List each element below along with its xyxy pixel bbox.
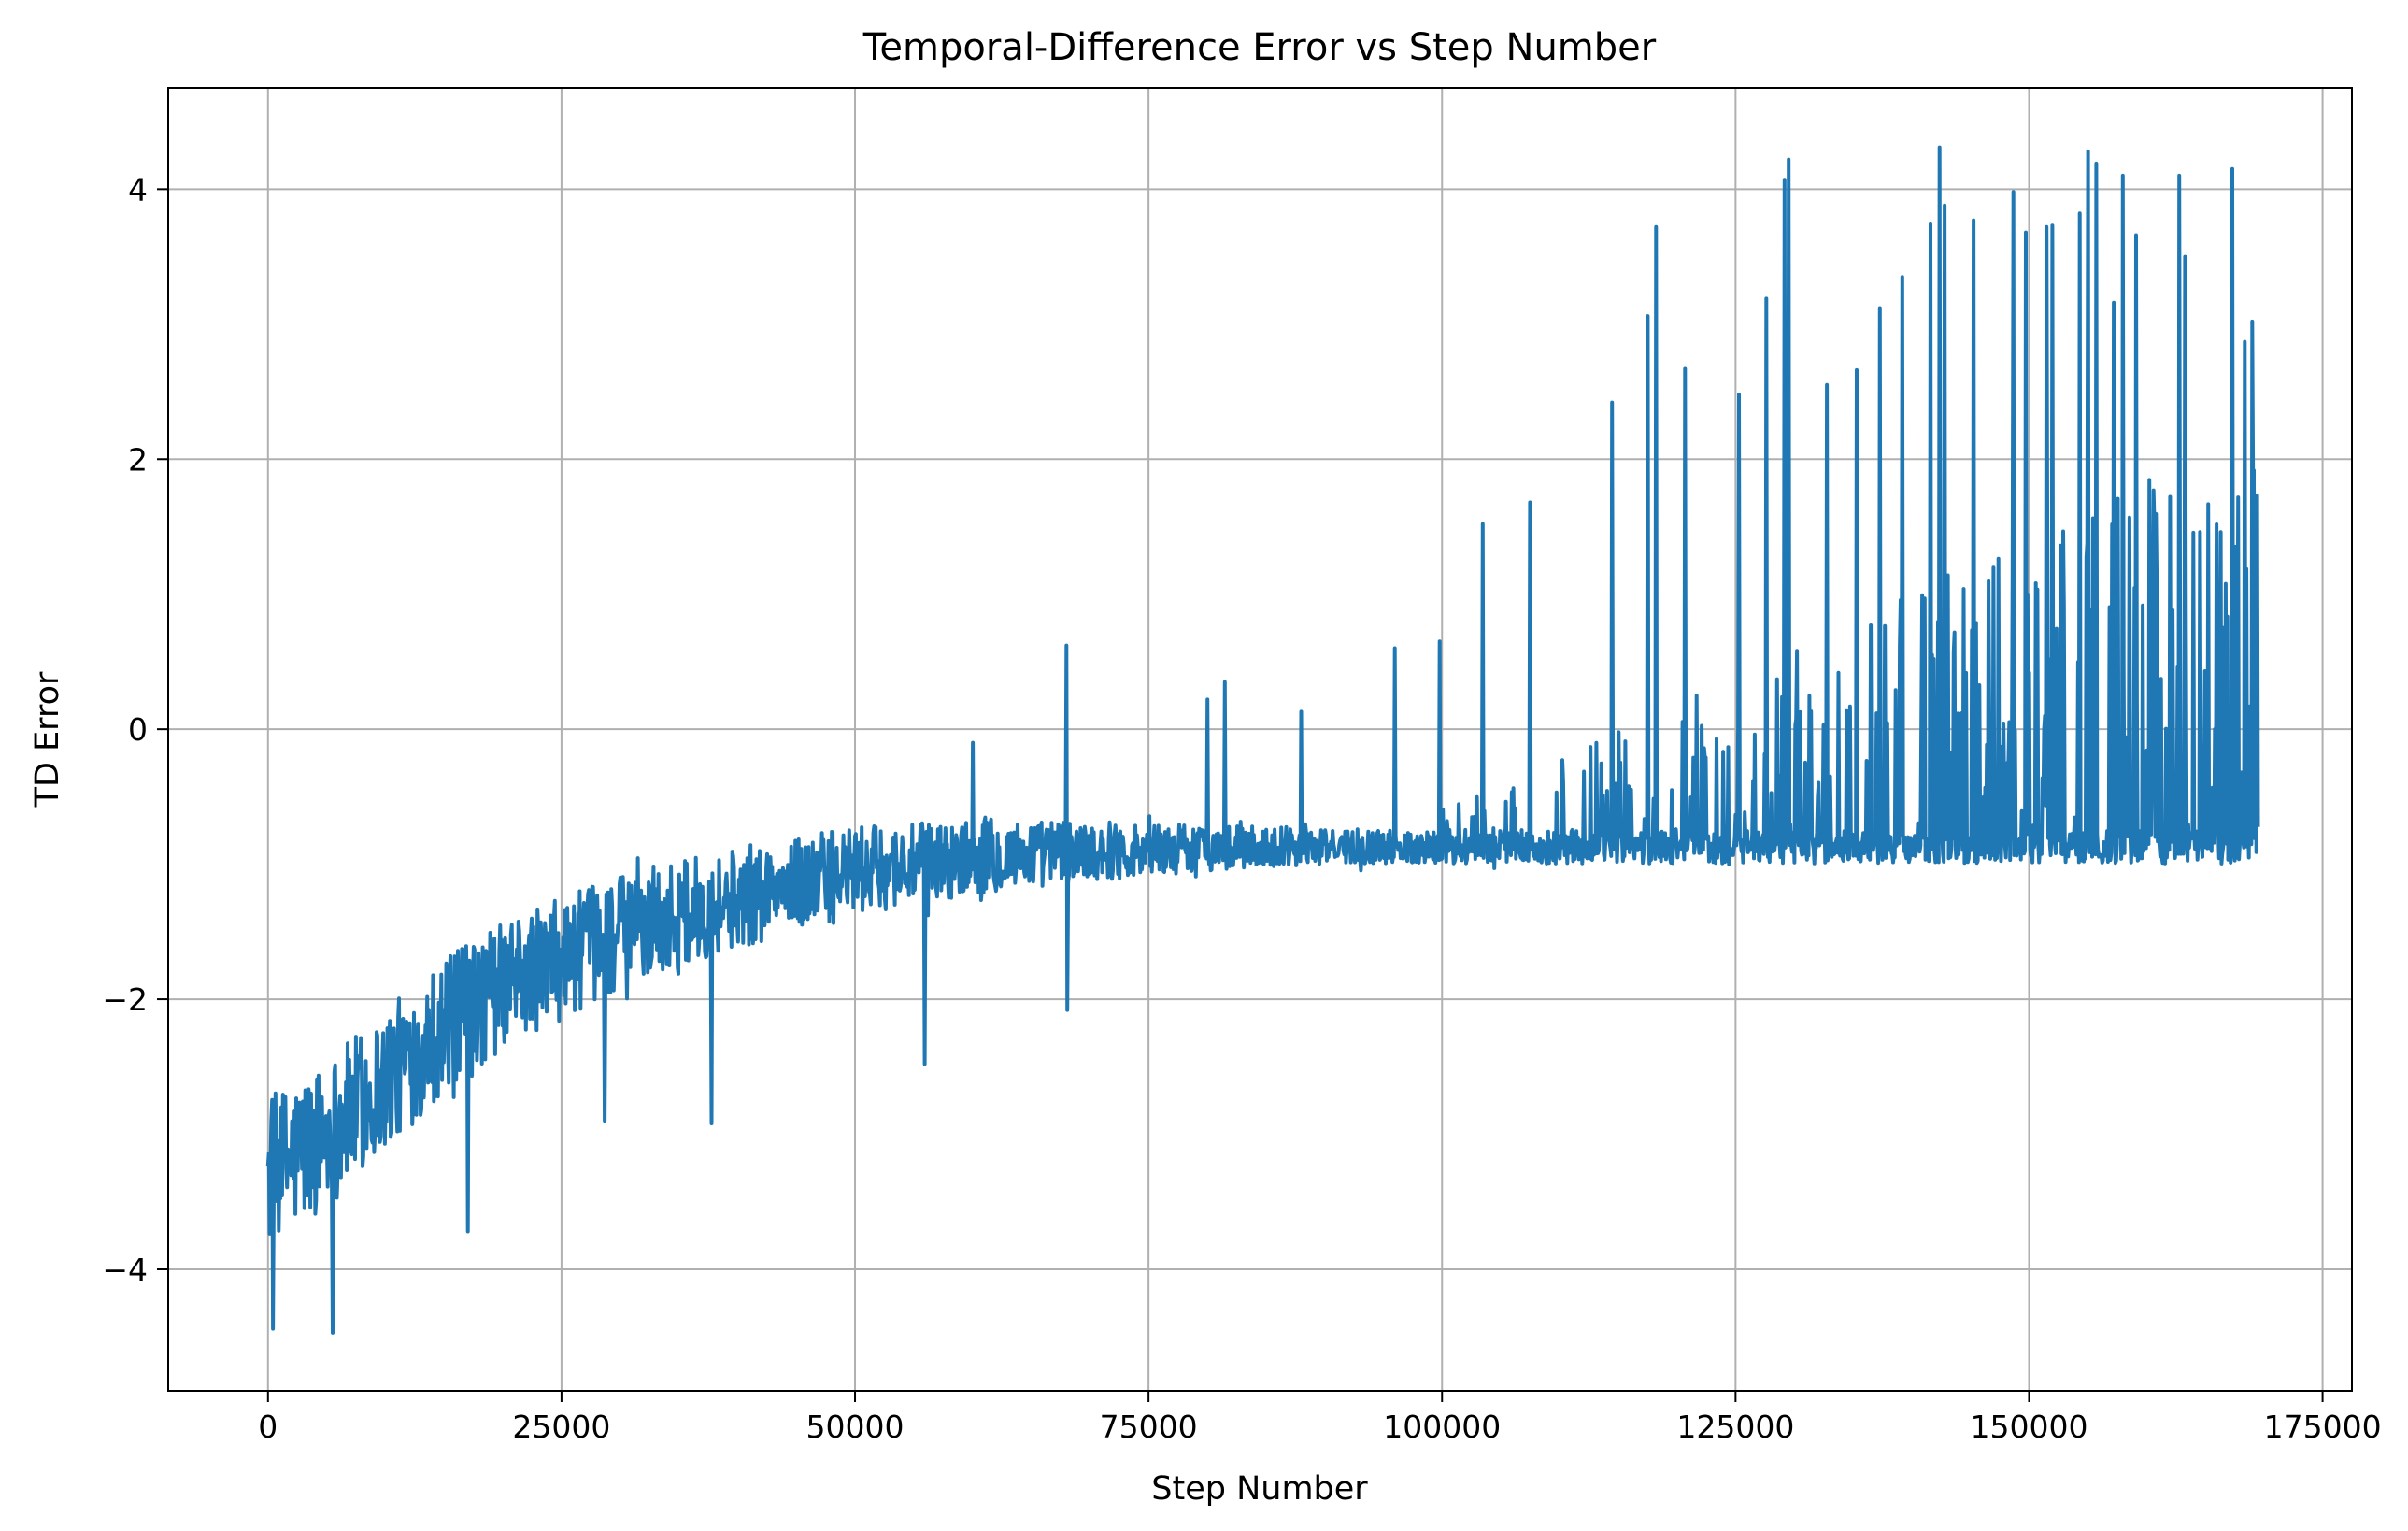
x-tick-label: 0 bbox=[258, 1409, 278, 1445]
axis-ticks: 0 25000 50000 75000 100000 125000 150000 175000… bbox=[102, 171, 2381, 1445]
plot-area-frame bbox=[167, 87, 2353, 1392]
y-tick-label: 2 bbox=[128, 441, 148, 478]
x-tick-label: 50000 bbox=[806, 1409, 905, 1445]
x-tick-label: 150000 bbox=[1970, 1409, 2087, 1445]
chart-title: Temporal-Difference Error vs Step Number bbox=[862, 26, 1657, 69]
y-tick-label: 4 bbox=[128, 171, 148, 207]
x-axis-label: Step Number bbox=[1151, 1470, 1368, 1508]
y-axis-label: TD Error bbox=[29, 671, 66, 808]
x-tick-label: 100000 bbox=[1383, 1409, 1501, 1445]
x-tick-label: 75000 bbox=[1100, 1409, 1198, 1445]
x-tick-label: 175000 bbox=[2264, 1409, 2382, 1445]
series-td-error bbox=[265, 145, 2260, 1335]
y-tick-label: −2 bbox=[102, 981, 148, 1018]
y-tick-label: 0 bbox=[128, 711, 148, 748]
x-tick-label: 125000 bbox=[1676, 1409, 1794, 1445]
td-error-series-line bbox=[265, 145, 2260, 1335]
y-tick-label: −4 bbox=[102, 1252, 148, 1288]
x-tick-label: 25000 bbox=[512, 1409, 610, 1445]
